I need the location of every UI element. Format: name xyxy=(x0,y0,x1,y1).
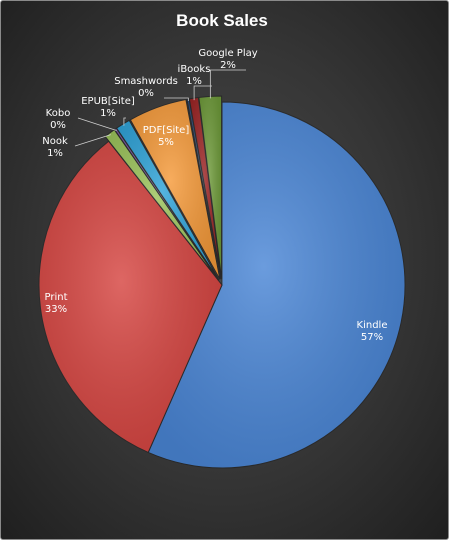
leader-line-ibooks xyxy=(193,85,212,101)
pie-slice-shade-kobo xyxy=(114,128,219,281)
slice-percent-google-play: 2% xyxy=(220,60,236,71)
pie-slice-shade-print xyxy=(39,141,223,453)
pie-slice-shade-google-play xyxy=(198,96,222,280)
slice-percent-print: 33% xyxy=(45,304,67,315)
chart-title: Book Sales xyxy=(176,11,268,30)
slice-percent-pdf-site-: 5% xyxy=(158,137,174,148)
leader-line-smashwords xyxy=(164,97,189,102)
leader-line-google-play xyxy=(209,69,246,99)
slice-label-smashwords: Smashwords xyxy=(114,76,178,87)
slice-label-ibooks: iBooks xyxy=(178,64,211,75)
pie-slice-shade-kindle xyxy=(148,102,406,469)
slice-percent-nook: 1% xyxy=(47,148,63,159)
pie-slice-shade-pdf-site- xyxy=(130,99,220,280)
pie-slice-shade-nook xyxy=(105,129,219,281)
slice-label-epub-site-: EPUB[Site] xyxy=(81,96,135,107)
pie-slice-shade-smashwords xyxy=(186,98,221,280)
slice-label-google-play: Google Play xyxy=(198,48,257,59)
slice-percent-kobo: 0% xyxy=(50,120,66,131)
slice-percent-kindle: 57% xyxy=(361,332,383,343)
pie-slice-shade-ibooks xyxy=(189,97,222,280)
slice-label-kindle: Kindle xyxy=(357,320,388,331)
pie-slice-shade-epub-site- xyxy=(116,120,219,280)
slice-percent-smashwords: 0% xyxy=(138,88,154,99)
leader-line-nook xyxy=(74,134,111,147)
slice-label-kobo: Kobo xyxy=(46,108,71,119)
slice-label-print: Print xyxy=(44,292,67,303)
slice-percent-epub-site-: 1% xyxy=(100,108,116,119)
leader-line-epub-site- xyxy=(123,117,126,126)
slice-percent-ibooks: 1% xyxy=(186,76,202,87)
leader-line-kobo xyxy=(77,117,117,131)
slice-label-pdf-site-: PDF[Site] xyxy=(143,125,190,136)
slice-label-nook: Nook xyxy=(42,136,68,147)
